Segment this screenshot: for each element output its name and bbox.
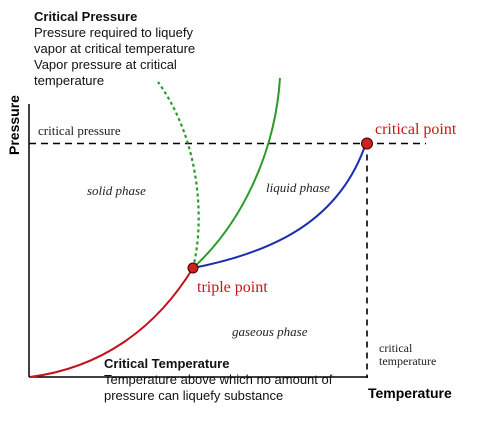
- critical-temperature-label-line1: critical: [379, 341, 413, 355]
- triple-point-label: triple point: [197, 279, 268, 296]
- critical-point-marker: [361, 137, 373, 150]
- fusion-curve-anomalous: [157, 81, 200, 269]
- solid-phase-label: solid phase: [87, 183, 146, 198]
- critical-pressure-note-line: Vapor pressure at critical: [34, 57, 177, 72]
- y-axis-label: Pressure: [6, 95, 22, 155]
- sublimation-curve: [29, 267, 194, 378]
- fusion-curve: [192, 77, 281, 269]
- critical-pressure-label: critical pressure: [38, 123, 121, 138]
- critical-pressure-note-line: vapor at critical temperature: [34, 41, 196, 56]
- critical-pressure-note-title: Critical Pressure: [34, 9, 138, 24]
- critical-point-label: critical point: [375, 121, 457, 138]
- critical-pressure-note-line: temperature: [34, 73, 105, 88]
- critical-pressure-note-line: Pressure required to liquefy: [34, 25, 193, 40]
- critical-temperature-note-line: pressure can liquefy substance: [104, 388, 284, 403]
- gaseous-phase-label: gaseous phase: [232, 324, 308, 339]
- critical-temperature-label-line2: temperature: [379, 354, 436, 368]
- critical-temperature-note-title: Critical Temperature: [104, 356, 230, 371]
- critical-temperature-note-line: Temperature above which no amount of: [104, 372, 333, 387]
- triple-point-marker: [187, 262, 199, 274]
- x-axis-label: Temperature: [368, 385, 452, 401]
- liquid-phase-label: liquid phase: [266, 180, 330, 195]
- vaporization-curve: [192, 142, 367, 269]
- critical-temperature-note: Critical Temperature Temperature above w…: [104, 356, 332, 404]
- critical-pressure-note: Critical Pressure Pressure required to l…: [34, 9, 195, 89]
